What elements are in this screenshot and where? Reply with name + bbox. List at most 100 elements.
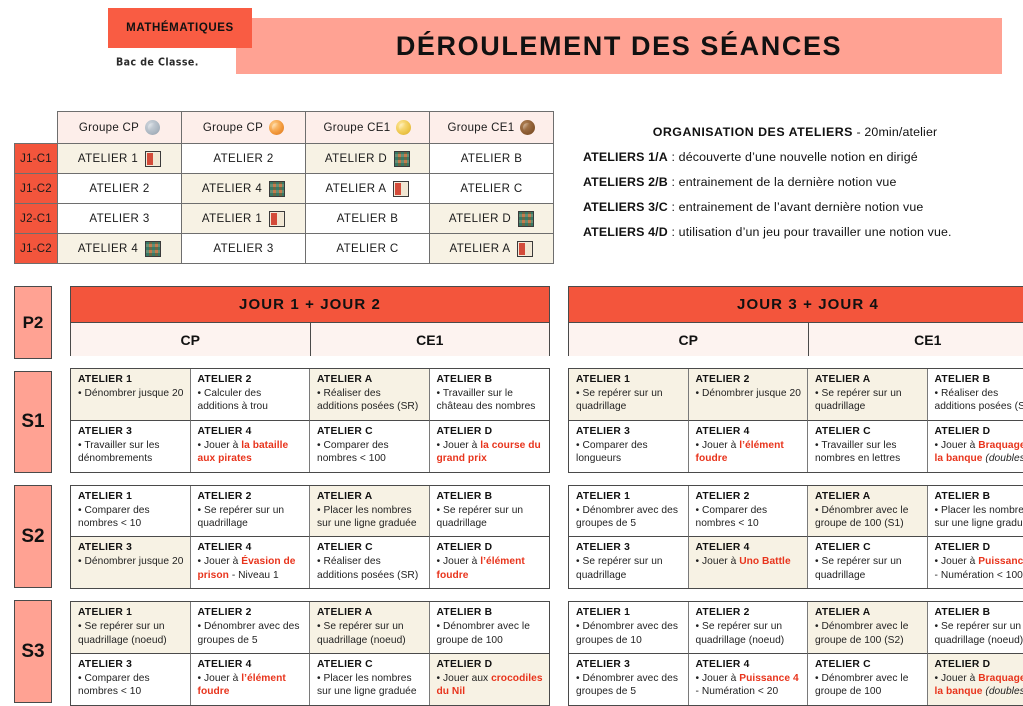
workshop-cell: ATELIER 3 • Comparer des longueurs bbox=[569, 421, 689, 472]
rotation-cell-label: ATELIER 1 bbox=[78, 153, 138, 165]
rotation-cell-label: ATELIER B bbox=[461, 153, 523, 165]
rotation-column-header: Groupe CE1 bbox=[306, 112, 430, 144]
workshop-line: • Travailler sur les nombres en lettres bbox=[815, 439, 921, 466]
workshop-cell: ATELIER D• Jouer à Braquage à la banque … bbox=[928, 421, 1023, 472]
workshop-game-name: Puissance 4 bbox=[739, 673, 798, 684]
workshop-title: ATELIER 3 bbox=[576, 426, 682, 437]
rotation-cell-label: ATELIER D bbox=[449, 213, 511, 225]
rail-spacer bbox=[14, 359, 52, 371]
title-banner: DÉROULEMENT DES SÉANCES bbox=[236, 18, 1002, 74]
workshop-text: • Calculer des additions à trou bbox=[198, 388, 268, 412]
organisation-title-rest: - 20min/atelier bbox=[853, 125, 937, 139]
workshop-title: ATELIER 1 bbox=[576, 491, 682, 502]
rotation-column-label: Groupe CP bbox=[79, 122, 139, 134]
workshop-cell: ATELIER B• Réaliser des additions posées… bbox=[928, 369, 1023, 421]
level-label-ce1: CE1 bbox=[310, 323, 550, 356]
organisation-item: ATELIERS 4/D : utilisation d’un jeu pour… bbox=[583, 220, 1015, 245]
rotation-cell: ATELIER 4 bbox=[58, 234, 182, 264]
level-label-ce1: CE1 bbox=[808, 323, 1023, 356]
workshop-line: • Jouer à l’élément foudre bbox=[198, 672, 304, 699]
workshop-cell: ATELIER 1• Dénombrer jusque 20 bbox=[71, 369, 191, 421]
workshop-line: - Numération < 100 bbox=[935, 569, 1023, 582]
workshop-cell: ATELIER B• Se repérer sur un quadrillage… bbox=[928, 602, 1023, 654]
rotation-cell-label: ATELIER A bbox=[450, 243, 511, 255]
workshop-text: - Numération < 20 bbox=[696, 686, 779, 697]
workshop-line: • Dénombrer avec le groupe de 100 bbox=[815, 672, 921, 699]
workshop-line: • Comparer des longueurs bbox=[576, 439, 682, 466]
workshop-line: • Se repérer sur un quadrillage bbox=[437, 504, 544, 531]
workshop-cell: ATELIER A• Se repérer sur un quadrillage… bbox=[310, 602, 430, 654]
workshop-text: • Jouer à bbox=[437, 440, 481, 451]
workshop-title: ATELIER A bbox=[815, 491, 921, 502]
organisation-item-lead: ATELIERS 4/D bbox=[583, 225, 668, 239]
rotation-column-label: Groupe CP bbox=[203, 122, 263, 134]
cards-game-icon bbox=[145, 151, 161, 167]
rotation-cell: ATELIER D bbox=[430, 204, 554, 234]
level-label-cp: CP bbox=[71, 323, 310, 356]
workshop-cell: ATELIER 1• Comparer des nombres < 10 bbox=[71, 486, 191, 538]
rotation-cell: ATELIER 3 bbox=[58, 204, 182, 234]
workshop-text: • Jouer à bbox=[198, 556, 242, 567]
rotation-cell: ATELIER B bbox=[430, 144, 554, 174]
workshop-text: • Placer les nombres sur une ligne gradu… bbox=[935, 505, 1023, 529]
organisation-item-lead: ATELIERS 1/A bbox=[583, 150, 668, 164]
workshop-line: • Jouer à la bataille aux pirates bbox=[198, 439, 304, 466]
workshop-cell: ATELIER B• Dénombrer avec le groupe de 1… bbox=[430, 602, 550, 654]
level-label-cp: CP bbox=[569, 323, 808, 356]
workshop-text: • Travailler sur les nombres en lettres bbox=[815, 440, 900, 464]
workshop-title: ATELIER D bbox=[437, 659, 544, 670]
workshop-cell: ATELIER 4• Jouer à Évasion de prison - N… bbox=[191, 537, 311, 588]
workshop-cell: ATELIER 2• Comparer des nombres < 10 bbox=[689, 486, 809, 538]
workshop-title: ATELIER 4 bbox=[696, 542, 802, 553]
workshop-title: ATELIER A bbox=[317, 374, 423, 385]
day-band-label: JOUR 3 + JOUR 4 bbox=[569, 287, 1023, 322]
workshop-title: ATELIER 2 bbox=[696, 607, 802, 618]
session-label-s2: S2 bbox=[14, 485, 52, 588]
workshop-title: ATELIER 4 bbox=[198, 659, 304, 670]
rotation-slot-label: J1-C2 bbox=[15, 234, 58, 264]
workshop-title: ATELIER B bbox=[935, 607, 1023, 618]
workshop-line: • Placer les nombres sur une ligne gradu… bbox=[317, 672, 423, 699]
cards-game-icon bbox=[269, 211, 285, 227]
workshop-cell: ATELIER 4• Jouer à l’élément foudre bbox=[689, 421, 809, 472]
rotation-cell: ATELIER 1 bbox=[182, 204, 306, 234]
workshop-text: • Se repérer sur un quadrillage bbox=[437, 505, 524, 529]
workshop-text: • Jouer à bbox=[437, 556, 481, 567]
workshop-title: ATELIER D bbox=[935, 542, 1023, 553]
session-label-s3: S3 bbox=[14, 600, 52, 703]
workshop-text: • Travailler sur les dénombrements bbox=[78, 440, 160, 464]
workshop-text: • Comparer des nombres < 100 bbox=[317, 440, 389, 464]
workshop-game-name: Uno Battle bbox=[739, 556, 790, 567]
workshop-cell: ATELIER 3• Se repérer sur un quadrillage bbox=[569, 537, 689, 588]
workshop-text: • Jouer à bbox=[935, 673, 979, 684]
workshop-title: ATELIER A bbox=[815, 374, 921, 385]
workshop-line: • Jouer à l’élément foudre bbox=[437, 555, 544, 582]
workshop-cell: ATELIER B• Se repérer sur un quadrillage bbox=[430, 486, 550, 538]
session-block-s3: ATELIER 1• Se repérer sur un quadrillage… bbox=[70, 601, 550, 706]
workshop-text: • Jouer à bbox=[198, 440, 242, 451]
workshop-cell: ATELIER D• Jouer aux crocodiles du Nil bbox=[430, 654, 550, 705]
workshop-title: ATELIER 2 bbox=[198, 374, 304, 385]
workshop-line: • Comparer des nombres < 10 bbox=[78, 504, 184, 531]
cards-game-icon bbox=[517, 241, 533, 257]
organisation-item-text: : découverte d’une nouvelle notion en di… bbox=[668, 150, 918, 164]
workshop-line: • Calculer des additions à trou bbox=[198, 387, 304, 414]
workshop-text: (doubles) bbox=[983, 686, 1023, 697]
session-grid: ATELIER 1• Se repérer sur un quadrillage… bbox=[70, 601, 550, 706]
workshop-line: • Dénombrer avec des groupes de 5 bbox=[576, 504, 682, 531]
workshop-cell: ATELIER 1 • Dénombrer avec des groupes de… bbox=[569, 486, 689, 538]
workshop-title: ATELIER 4 bbox=[696, 659, 802, 670]
workshop-text: • Dénombrer avec le groupe de 100 (S2) bbox=[815, 621, 908, 645]
workshop-title: ATELIER 2 bbox=[696, 374, 802, 385]
workshop-line: • Dénombrer avec des groupes de 5 bbox=[576, 672, 682, 699]
workshop-text: • Travailler sur le château des nombres bbox=[437, 388, 536, 412]
rotation-cell-label: ATELIER C bbox=[336, 243, 398, 255]
workshop-cell: ATELIER 2 • Calculer des additions à trou bbox=[191, 369, 311, 421]
workshop-text: • Se repérer sur un quadrillage bbox=[576, 556, 663, 580]
workshop-text: • Dénombrer avec le groupe de 100 bbox=[815, 673, 908, 697]
workshop-title: ATELIER C bbox=[317, 542, 423, 553]
workshop-title: ATELIER 3 bbox=[576, 659, 682, 670]
workshop-text: • Comparer des longueurs bbox=[576, 440, 648, 464]
